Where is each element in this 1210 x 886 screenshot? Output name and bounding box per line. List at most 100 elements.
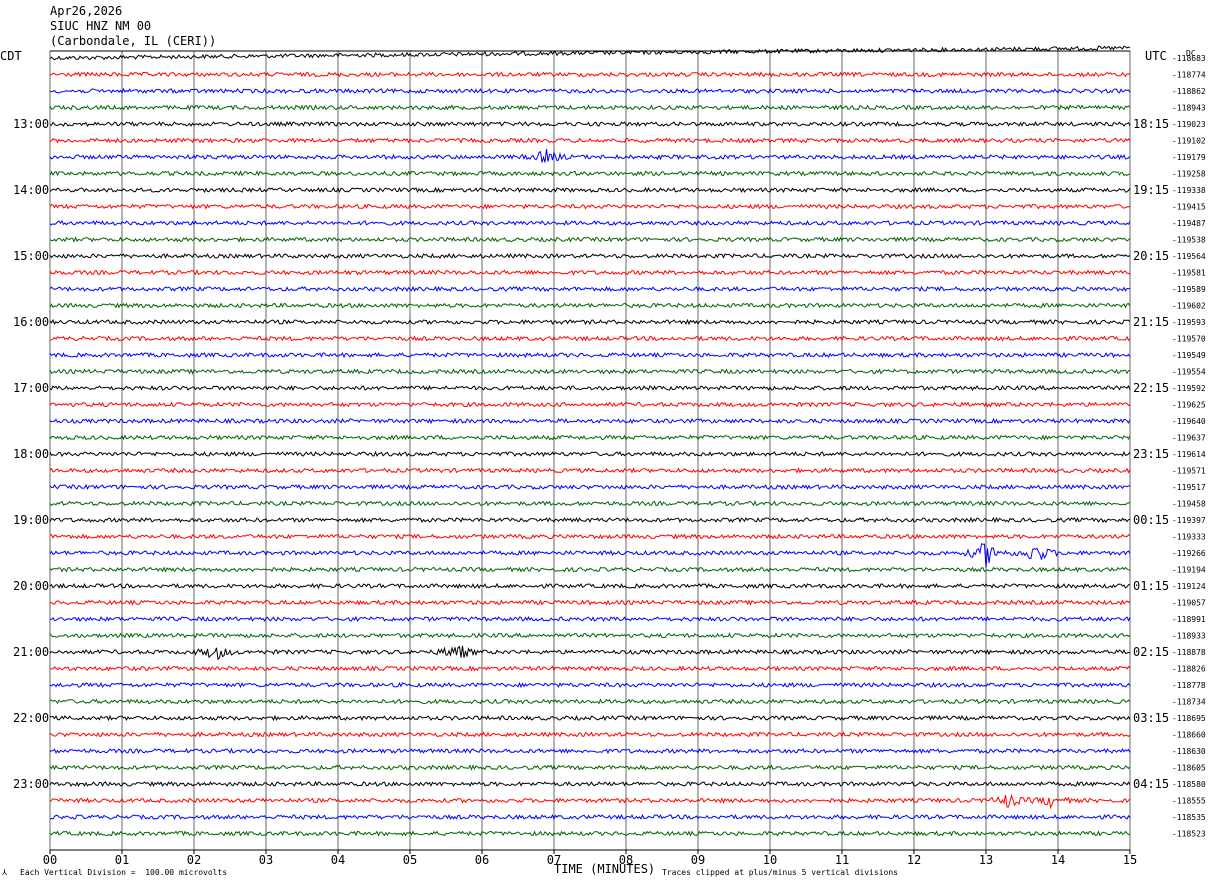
trace-17 (49, 335, 1131, 342)
x-tick-label: 01 (115, 853, 129, 867)
left-hour-label: 22:00 (13, 711, 49, 725)
dc-offset-label: -119179 (1172, 153, 1206, 162)
right-hour-label: 18:15 (1133, 117, 1169, 131)
left-hour-label: 23:00 (13, 777, 49, 791)
dc-offset-label: -119589 (1172, 285, 1206, 294)
right-hour-label: 01:15 (1133, 579, 1169, 593)
trace-41 (49, 731, 1131, 738)
trace-22 (49, 417, 1131, 425)
grid-lines (49, 50, 1131, 854)
x-tick-label: 00 (43, 853, 57, 867)
right-hour-label: 04:15 (1133, 777, 1169, 791)
x-tick-label: 02 (187, 853, 201, 867)
dc-offset-label: -119581 (1172, 269, 1206, 278)
station-label: SIUC HNZ NM 00 (50, 19, 152, 33)
dc-offset-label: -118778 (1172, 681, 1206, 690)
x-tick-label: 03 (259, 853, 273, 867)
dc-offset-label: -119614 (1172, 450, 1206, 459)
trace-5 (49, 137, 1131, 144)
right-hour-label: 02:15 (1133, 645, 1169, 659)
scale-note: Each Vertical Division = 100.00 microvol… (20, 868, 228, 877)
dc-offset-label: -119549 (1172, 351, 1206, 360)
trace-18 (49, 351, 1131, 359)
trace-21 (49, 401, 1131, 408)
left-hour-label: 15:00 (13, 249, 49, 263)
trace-23 (49, 434, 1131, 441)
x-tick-label: 09 (691, 853, 705, 867)
trace-46 (49, 813, 1131, 821)
dc-offset-label: -119554 (1172, 368, 1206, 377)
trace-0 (49, 45, 1131, 61)
right-hour-label: 03:15 (1133, 711, 1169, 725)
dc-offset-label: -119602 (1172, 302, 1206, 311)
left-hour-label: 21:00 (13, 645, 49, 659)
trace-16 (49, 318, 1131, 326)
x-tick-label: 05 (403, 853, 417, 867)
dc-offset-label: -118826 (1172, 665, 1206, 674)
dc-offset-label: -119640 (1172, 417, 1206, 426)
dc-offset-label: -118630 (1172, 747, 1206, 756)
x-tick-label: 10 (763, 853, 777, 867)
dc-offset-label: -119570 (1172, 335, 1206, 344)
axis-labels: 00 01 02 03 04 05 06 07 08 09 10 11 12 13 14 15 -118683 -… (13, 54, 1206, 867)
trace-8 (49, 186, 1131, 194)
trace-44 (49, 780, 1131, 788)
dc-offset-label: -119415 (1172, 203, 1206, 212)
dc-offset-label: -119023 (1172, 120, 1206, 129)
trace-45 (49, 793, 1131, 810)
trace-30 (49, 543, 1131, 568)
dc-offset-label: -119338 (1172, 186, 1206, 195)
trace-15 (49, 302, 1131, 309)
trace-27 (49, 500, 1131, 507)
dc-offset-label: -118535 (1172, 813, 1206, 822)
dc-offset-label: -119458 (1172, 500, 1206, 509)
trace-6 (49, 148, 1131, 163)
right-hour-label: 22:15 (1133, 381, 1169, 395)
dc-offset-label: -119397 (1172, 516, 1206, 525)
x-tick-label: 07 (547, 853, 561, 867)
dc-offset-label: -118580 (1172, 780, 1206, 789)
left-hour-label: 13:00 (13, 117, 49, 131)
trace-1 (49, 71, 1131, 78)
dc-offset-label: -119571 (1172, 467, 1206, 476)
x-tick-label: 15 (1123, 853, 1137, 867)
dc-offset-label: -118734 (1172, 698, 1206, 707)
dc-offset-label: -119333 (1172, 533, 1206, 542)
trace-36 (49, 645, 1131, 661)
trace-10 (49, 219, 1131, 227)
dc-offset-label: -118943 (1172, 104, 1206, 113)
scale-icon: ⅄ (2, 868, 7, 877)
trace-3 (49, 104, 1131, 111)
dc-offset-label: -119517 (1172, 483, 1206, 492)
trace-32 (49, 582, 1130, 590)
trace-2 (49, 87, 1131, 95)
right-hour-label: 00:15 (1133, 513, 1169, 527)
dc-offset-label: -118605 (1172, 764, 1206, 773)
dc-offset-label: -118523 (1172, 830, 1206, 839)
dc-offset-label: -118862 (1172, 87, 1206, 96)
dc-offset-label: -119592 (1172, 384, 1206, 393)
trace-28 (49, 516, 1131, 524)
trace-19 (49, 368, 1131, 375)
trace-14 (49, 285, 1131, 293)
left-timezone-label: CDT (0, 49, 22, 63)
right-hour-label: 21:15 (1133, 315, 1169, 329)
trace-13 (49, 269, 1131, 276)
clip-note: Traces clipped at plus/minus 5 vertical … (662, 868, 899, 877)
dc-offset-label: -118991 (1172, 615, 1206, 624)
dc-offset-label: -119266 (1172, 549, 1206, 558)
dc-offset-label: -119124 (1172, 582, 1206, 591)
trace-31 (49, 566, 1131, 573)
dc-offset-label: -119487 (1172, 219, 1206, 228)
right-timezone-label: UTC (1145, 49, 1167, 63)
trace-20 (49, 384, 1131, 392)
dc-offset-label: -119625 (1172, 401, 1206, 410)
left-hour-label: 14:00 (13, 183, 49, 197)
trace-12 (49, 252, 1131, 260)
trace-40 (49, 714, 1131, 722)
location-label: (Carbondale, IL (CERI)) (50, 34, 217, 48)
trace-9 (49, 203, 1131, 210)
x-axis-title: TIME (MINUTES) (554, 862, 656, 876)
left-hour-label: 20:00 (13, 579, 49, 593)
dc-offset-label: -118774 (1172, 71, 1206, 80)
